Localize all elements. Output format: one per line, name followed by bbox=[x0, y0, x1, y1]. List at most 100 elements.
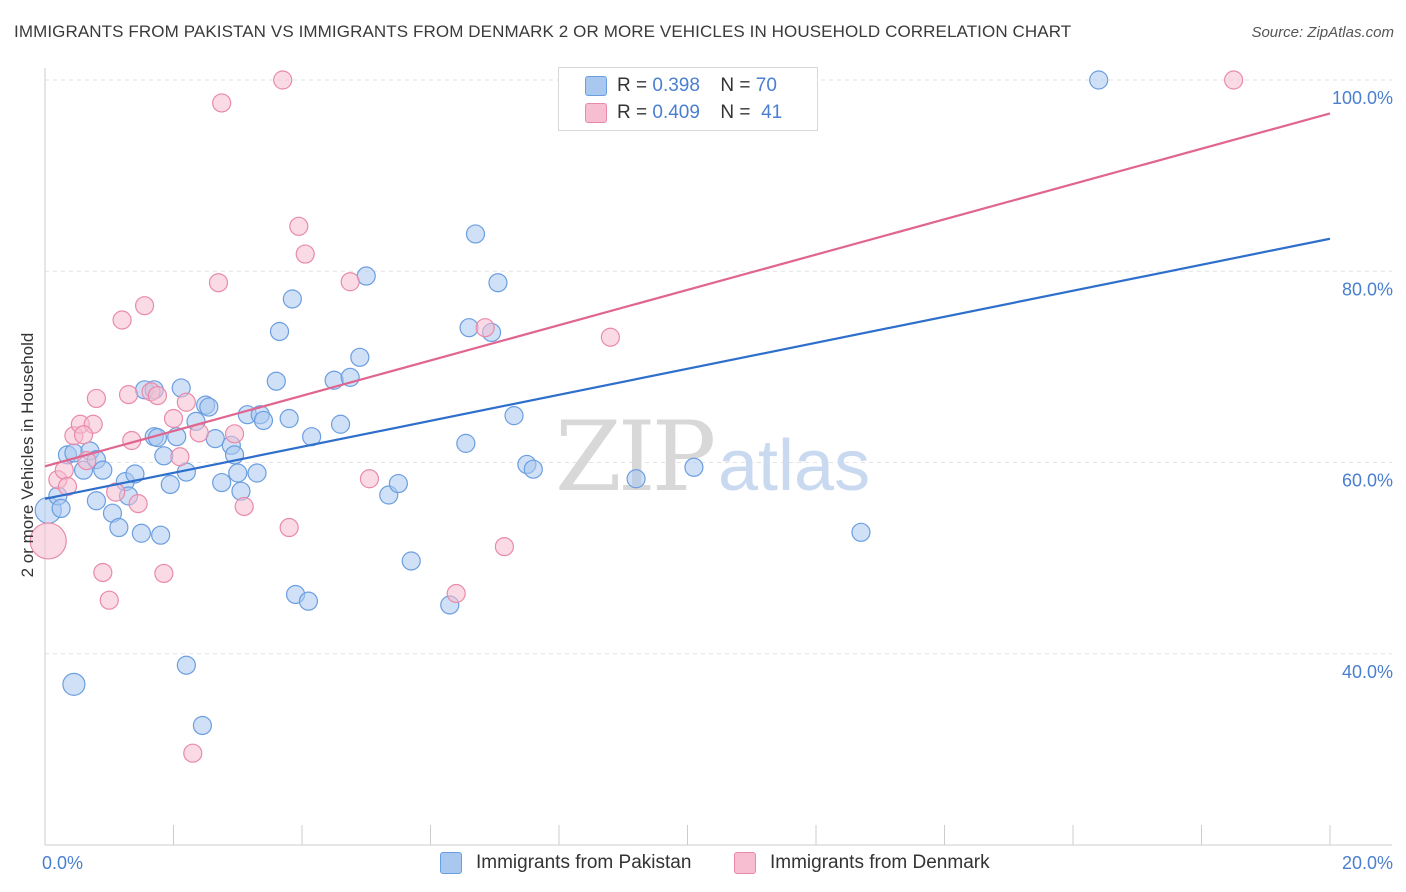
point-pakistan bbox=[151, 525, 171, 545]
legend-item-pakistan[interactable]: Immigrants from Pakistan bbox=[440, 852, 691, 874]
point-pakistan bbox=[86, 491, 107, 511]
point-pakistan bbox=[401, 551, 421, 571]
x-tick-label: 0.0% bbox=[42, 853, 83, 873]
point-denmark bbox=[224, 424, 245, 444]
watermark-zip: ZIP bbox=[555, 401, 714, 513]
watermark: ZIP atlas bbox=[555, 401, 870, 513]
point-denmark bbox=[106, 482, 126, 502]
point-denmark bbox=[163, 408, 184, 429]
legend-item-denmark[interactable]: Immigrants from Denmark bbox=[734, 852, 990, 874]
point-denmark bbox=[340, 272, 360, 292]
point-pakistan bbox=[176, 655, 196, 675]
source-label: Source: ZipAtlas.com bbox=[1251, 24, 1394, 41]
point-pakistan bbox=[266, 371, 286, 391]
point-pakistan bbox=[459, 318, 479, 338]
stats-legend: R = 0.398 N = 70 R = 0.409 N = 41 bbox=[558, 67, 818, 131]
point-denmark bbox=[93, 562, 113, 583]
point-pakistan bbox=[131, 523, 151, 543]
point-pakistan bbox=[192, 715, 213, 736]
point-pakistan bbox=[212, 472, 232, 493]
series-denmark-points bbox=[29, 70, 1244, 763]
y-tick-label: 80.0% bbox=[1342, 279, 1393, 299]
legend-swatch-denmark bbox=[734, 852, 756, 874]
grid-lines bbox=[45, 79, 1392, 655]
point-pakistan bbox=[282, 289, 302, 309]
point-denmark bbox=[118, 385, 139, 405]
point-denmark bbox=[212, 93, 232, 113]
trend-line-denmark bbox=[44, 112, 1331, 468]
axes bbox=[44, 68, 1392, 846]
point-pakistan bbox=[228, 463, 248, 483]
point-pakistan bbox=[125, 464, 145, 484]
point-denmark bbox=[73, 425, 94, 445]
point-denmark bbox=[86, 388, 107, 409]
point-denmark bbox=[494, 537, 514, 557]
point-pakistan bbox=[626, 469, 646, 489]
point-denmark bbox=[475, 318, 495, 338]
legend-swatch-pakistan bbox=[440, 852, 462, 874]
legend-r-label: R = bbox=[617, 102, 648, 123]
point-pakistan bbox=[523, 459, 543, 479]
point-pakistan bbox=[109, 517, 129, 538]
point-denmark bbox=[112, 310, 132, 330]
point-denmark bbox=[234, 496, 254, 517]
point-pakistan bbox=[330, 414, 351, 434]
point-pakistan bbox=[851, 522, 871, 542]
point-pakistan bbox=[350, 347, 370, 367]
chart-title: IMMIGRANTS FROM PAKISTAN VS IMMIGRANTS F… bbox=[14, 22, 1072, 41]
point-denmark bbox=[134, 296, 155, 316]
point-pakistan bbox=[51, 498, 71, 518]
point-denmark bbox=[176, 392, 196, 412]
legend-n-label: N = bbox=[720, 102, 751, 123]
legend-r-label: R = bbox=[617, 75, 648, 96]
point-denmark bbox=[183, 743, 203, 763]
y-tick-label: 100.0% bbox=[1332, 88, 1393, 108]
point-pakistan bbox=[279, 408, 299, 429]
point-denmark bbox=[279, 517, 299, 538]
point-denmark bbox=[359, 469, 380, 489]
point-denmark bbox=[29, 522, 67, 560]
point-denmark bbox=[1224, 70, 1244, 90]
legend-r-value: 0.409 bbox=[652, 102, 700, 123]
point-pakistan bbox=[160, 474, 180, 495]
tick-labels: 40.0% 60.0% 80.0% 100.0% 0.0% 20.0% bbox=[42, 88, 1393, 873]
legend-n-value: 41 bbox=[761, 102, 783, 123]
trend-lines bbox=[44, 112, 1331, 500]
legend-r-value: 0.398 bbox=[652, 75, 700, 96]
watermark-atlas: atlas bbox=[718, 426, 870, 506]
legend-swatch-pakistan bbox=[585, 76, 607, 96]
x-tick-label: 20.0% bbox=[1342, 853, 1393, 873]
point-denmark bbox=[289, 216, 309, 236]
legend-label-denmark: Immigrants from Denmark bbox=[770, 852, 990, 873]
point-denmark bbox=[208, 273, 229, 293]
point-pakistan bbox=[456, 433, 476, 453]
point-pakistan bbox=[269, 321, 290, 342]
legend-n-value: 70 bbox=[755, 75, 777, 96]
point-denmark bbox=[99, 590, 119, 610]
y-tick-label: 60.0% bbox=[1342, 471, 1393, 491]
point-pakistan bbox=[388, 473, 408, 494]
point-denmark bbox=[147, 385, 168, 406]
point-denmark bbox=[128, 494, 148, 514]
point-pakistan bbox=[93, 460, 113, 480]
y-axis-label: 2 or more Vehicles in Household bbox=[18, 333, 37, 578]
point-pakistan bbox=[205, 428, 225, 449]
legend-label-pakistan: Immigrants from Pakistan bbox=[476, 852, 692, 873]
series-legend: Immigrants from Pakistan Immigrants from… bbox=[0, 852, 1406, 878]
point-pakistan bbox=[62, 672, 86, 696]
point-pakistan bbox=[154, 446, 174, 466]
point-pakistan bbox=[253, 410, 274, 431]
legend-row-pakistan: R = 0.398 N = 70 bbox=[585, 73, 777, 99]
point-pakistan bbox=[199, 397, 219, 417]
point-pakistan bbox=[684, 457, 704, 477]
point-pakistan bbox=[1089, 70, 1109, 90]
point-denmark bbox=[446, 583, 466, 604]
point-pakistan bbox=[247, 463, 267, 483]
point-denmark bbox=[295, 244, 315, 264]
point-pakistan bbox=[488, 273, 508, 293]
point-pakistan bbox=[504, 406, 524, 426]
y-tick-label: 40.0% bbox=[1342, 662, 1393, 682]
point-denmark bbox=[600, 327, 621, 347]
point-denmark bbox=[170, 447, 190, 467]
